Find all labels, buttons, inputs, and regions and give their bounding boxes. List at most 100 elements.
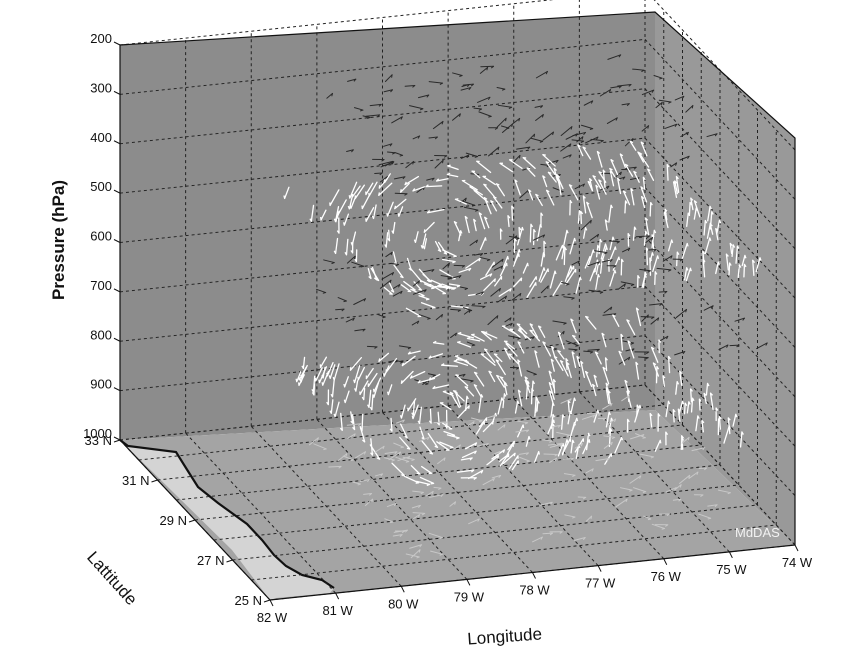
wind-vector-head — [485, 349, 488, 350]
wind-vector-head — [690, 268, 691, 271]
wind-vector-head — [398, 213, 399, 216]
wind-vector-head — [494, 354, 497, 355]
wind-vector-head — [509, 354, 512, 355]
longitude-tick-label: 74 W — [782, 555, 813, 570]
wind-vector — [647, 248, 648, 265]
wind-vector-head — [539, 452, 540, 455]
wind-vector-head — [443, 160, 444, 163]
wind-vector — [426, 186, 442, 187]
wind-vector-head — [508, 257, 509, 260]
pressure-tick-mark — [114, 141, 120, 144]
mddas-label: MdDAS — [735, 525, 780, 540]
wind-vector — [650, 203, 651, 216]
wind-vector-head — [591, 220, 592, 223]
wind-vector-head — [439, 285, 442, 286]
latitude-tick-mark — [114, 440, 120, 442]
pressure-tick-mark — [114, 91, 120, 94]
wind-vector-head — [573, 336, 576, 337]
wind-vector-head — [500, 377, 503, 378]
wind-vector-head — [344, 301, 347, 302]
wind-vector-head — [284, 196, 285, 199]
wind-vector-head — [692, 105, 693, 108]
wind-vector-head — [660, 440, 661, 443]
wind-vector-head — [519, 254, 520, 257]
wind-vector-head — [534, 134, 535, 137]
wind-vector-head — [519, 250, 520, 253]
longitude-tick-mark — [336, 593, 339, 599]
wind-vector-head — [527, 168, 530, 169]
wind-vector-head — [431, 483, 434, 484]
wind-vector — [587, 413, 601, 414]
pressure-tick-mark — [114, 437, 120, 440]
longitude-tick-mark — [729, 552, 732, 558]
pressure-tick-label: 700 — [90, 278, 112, 293]
wind-vector-head — [530, 330, 533, 331]
wind-vector-head — [417, 473, 420, 474]
wind-vector — [544, 454, 557, 455]
longitude-tick-label: 81 W — [322, 603, 353, 618]
pressure-tick-label: 500 — [90, 179, 112, 194]
wind-vector-head — [329, 375, 330, 378]
pressure-tick-label: 900 — [90, 377, 112, 392]
wind-vector-head — [426, 299, 429, 300]
wind-vector — [729, 263, 730, 275]
wind-vector-head — [498, 456, 499, 459]
latitude-tick-mark — [152, 480, 158, 482]
wind-vector-head — [384, 373, 385, 376]
wind-vector-head — [372, 499, 373, 502]
wind-vector-head — [401, 475, 404, 476]
wind-vector-head — [488, 116, 491, 117]
wind-vector-head — [648, 315, 649, 318]
wind-vector-head — [335, 219, 336, 222]
wind-vector-head — [591, 516, 592, 519]
wind-vector — [451, 309, 461, 310]
wind-vector-head — [567, 440, 568, 443]
wind-vector-head — [506, 344, 509, 345]
wind-vector-head — [428, 285, 431, 286]
wind-vector-head — [484, 184, 487, 185]
wind-vector-head — [642, 438, 645, 439]
wind-vector-head — [648, 519, 651, 520]
wind-vector-head — [571, 266, 572, 269]
wind-vector-head — [416, 483, 419, 484]
wind-vector-head — [455, 199, 458, 200]
wind-vector — [364, 388, 365, 399]
wind-vector — [581, 211, 582, 223]
wind-vector-head — [517, 324, 520, 325]
latitude-tick-mark — [189, 520, 195, 522]
wind-vector-head — [351, 460, 354, 461]
latitude-tick-label: 33 N — [85, 433, 112, 448]
wind-vector-head — [527, 461, 530, 462]
wind-vector-head — [390, 522, 393, 523]
wind-vector-head — [632, 139, 633, 142]
longitude-tick-mark — [401, 586, 404, 592]
pressure-tick-mark — [114, 190, 120, 193]
wind-vector-head — [495, 279, 496, 282]
wind-vector-head — [548, 286, 549, 289]
pressure-tick-label: 200 — [90, 31, 112, 46]
wind-vector-head — [523, 425, 524, 428]
wind-vector-head — [387, 213, 388, 216]
wind-vector — [639, 357, 649, 358]
wind-vector — [584, 351, 593, 352]
wind-vector-head — [533, 374, 536, 375]
wind-vector-head — [640, 405, 641, 408]
wind-vector-head — [448, 165, 451, 166]
wind-vector — [744, 264, 745, 277]
wind-vector — [329, 466, 341, 467]
wind-vector-head — [544, 268, 545, 271]
wind-vector-head — [687, 243, 688, 246]
wind-vector — [650, 258, 651, 275]
wind-vector-head — [458, 333, 461, 334]
longitude-tick-mark — [598, 566, 601, 572]
wind-vector-head — [407, 448, 410, 449]
pressure-tick-label: 800 — [90, 327, 112, 342]
wind-vector-head — [450, 447, 453, 448]
latitude-tick-mark — [264, 600, 270, 602]
wind-vector — [362, 414, 363, 430]
wind-vector — [685, 403, 686, 414]
wind-vector-head — [615, 270, 616, 273]
wind-vector — [434, 422, 447, 423]
